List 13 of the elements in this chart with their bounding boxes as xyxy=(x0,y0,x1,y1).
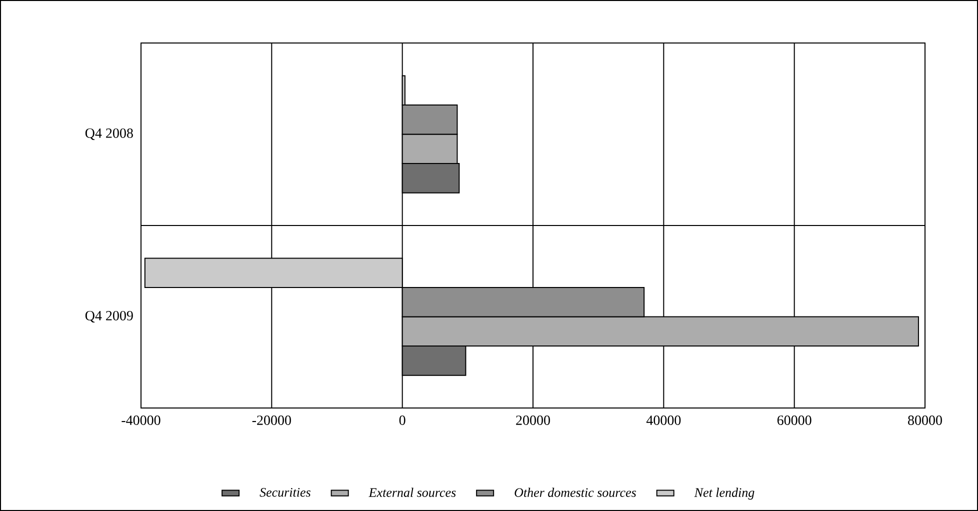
y-tick-label: Q4 2009 xyxy=(85,310,133,323)
x-tick-label: 80000 xyxy=(908,416,942,425)
x-tick-label: 20000 xyxy=(516,416,550,425)
x-tick-label: 0 xyxy=(399,416,406,425)
legend-label: Net lending xyxy=(694,488,754,500)
x-tick-label: 40000 xyxy=(646,416,681,425)
x-tick-label: 60000 xyxy=(777,416,812,425)
y-tick-label: Q4 2008 xyxy=(85,128,133,140)
legend-label: Securities xyxy=(260,488,310,497)
x-tick-label: -20000 xyxy=(252,416,291,425)
legend-label: External sources xyxy=(368,488,456,497)
x-tick-label: -40000 xyxy=(122,416,160,425)
legend-label: Other domestic sources xyxy=(514,488,636,497)
